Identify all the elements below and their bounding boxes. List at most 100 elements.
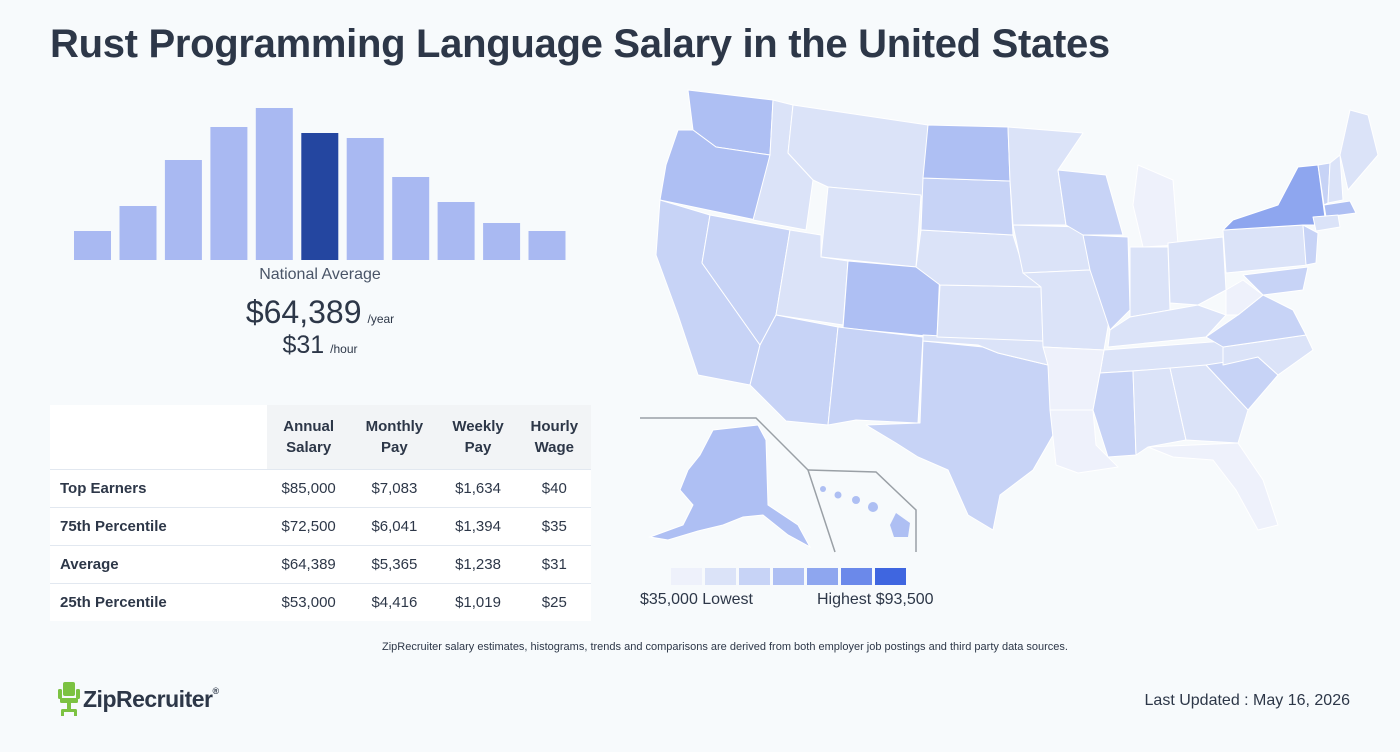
salary-histogram	[74, 108, 566, 260]
legend-high-label: Highest $93,500	[817, 591, 934, 608]
histogram-bar	[119, 206, 157, 260]
header-label: Monthly Pay	[365, 418, 424, 456]
legend-swatch	[773, 568, 804, 585]
map-legend-scale	[671, 568, 906, 585]
header-label: Annual Salary	[283, 418, 335, 456]
weekly-cell: $1,019	[438, 583, 518, 621]
state-hawaii	[820, 486, 910, 537]
histogram-bar	[255, 108, 293, 260]
annual-cell: $53,000	[267, 583, 351, 621]
histogram-bar	[346, 138, 384, 260]
header-weekly-pay: Weekly Pay	[438, 405, 518, 470]
header-label: Hourly Wage	[530, 418, 579, 456]
state-wisconsin	[1057, 169, 1124, 236]
legend-swatch	[841, 568, 872, 585]
header-annual-salary: Annual Salary	[267, 405, 351, 470]
state-maine	[1339, 109, 1379, 191]
monthly-cell: $4,416	[350, 583, 439, 621]
state-kansas	[936, 284, 1044, 342]
page-title: Rust Programming Language Salary in the …	[50, 22, 1110, 66]
header-label: Weekly Pay	[452, 418, 504, 456]
brand-name-text: ZipRecruiter	[83, 685, 213, 712]
hourly-cell: $40	[517, 469, 591, 508]
header-monthly-pay: Monthly Pay	[350, 405, 439, 470]
state-michigan	[1132, 164, 1179, 248]
state-maryland	[1242, 266, 1309, 296]
state-kentucky	[1107, 304, 1227, 348]
chair-icon	[58, 682, 80, 716]
legend-swatch	[807, 568, 838, 585]
ziprecruiter-logo[interactable]: ZipRecruiter®	[58, 682, 219, 716]
state-new-mexico	[827, 326, 924, 426]
state-wyoming	[820, 186, 922, 268]
monthly-cell: $5,365	[350, 545, 439, 584]
state-new-jersey	[1302, 224, 1319, 266]
state-alaska	[648, 424, 812, 549]
last-updated: Last Updated : May 16, 2026	[1144, 692, 1350, 709]
state-west-virginia	[1225, 279, 1264, 316]
state-florida	[1147, 442, 1279, 531]
legend-low-label: $35,000 Lowest	[640, 591, 753, 608]
hourly-cell: $35	[517, 507, 591, 546]
table-row: Top Earners $85,000 $7,083 $1,634 $40	[50, 469, 591, 508]
table-row: 25th Percentile $53,000 $4,416 $1,019 $2…	[50, 583, 591, 621]
histogram-bar	[437, 202, 475, 260]
state-mississippi	[1092, 370, 1137, 458]
hawaii-inset-border	[807, 469, 917, 552]
legend-swatch	[671, 568, 702, 585]
state-georgia	[1169, 364, 1249, 444]
header-hourly-wage: Hourly Wage	[517, 405, 591, 470]
table-row: Average $64,389 $5,365 $1,238 $31	[50, 545, 591, 584]
national-average-label: National Average	[259, 266, 381, 283]
histogram-bar	[392, 177, 430, 260]
legend-swatch	[739, 568, 770, 585]
monthly-cell: $6,041	[350, 507, 439, 546]
weekly-cell: $1,238	[438, 545, 518, 584]
registered-mark: ®	[212, 685, 219, 696]
row-label: Top Earners	[50, 469, 267, 508]
us-salary-map	[640, 89, 1379, 553]
state-indiana	[1129, 246, 1171, 318]
data-source-footnote: ZipRecruiter salary estimates, histogram…	[382, 641, 1068, 653]
hourly-unit: /hour	[330, 342, 358, 356]
national-annual-salary: $64,389/year	[70, 294, 570, 331]
national-hourly-wage: $31/hour	[70, 331, 570, 360]
legend-swatch	[705, 568, 736, 585]
annual-salary-value: $64,389	[245, 294, 362, 330]
annual-cell: $72,500	[267, 507, 351, 546]
state-pennsylvania	[1222, 224, 1309, 274]
weekly-cell: $1,634	[438, 469, 518, 508]
weekly-cell: $1,394	[438, 507, 518, 546]
brand-name: ZipRecruiter®	[83, 686, 219, 713]
state-ohio	[1167, 236, 1227, 306]
row-label: 75th Percentile	[50, 507, 267, 546]
legend-swatch	[875, 568, 906, 585]
hourly-wage-value: $31	[282, 331, 325, 359]
histogram-bar	[164, 160, 202, 260]
row-label: 25th Percentile	[50, 583, 267, 621]
histogram-bar	[210, 127, 248, 260]
histogram-bar-national-average	[301, 133, 339, 260]
salary-table: Annual Salary Monthly Pay Weekly Pay Hourly…	[50, 405, 591, 621]
state-connecticut	[1312, 214, 1341, 232]
alaska-inset-border	[640, 417, 836, 553]
state-south-dakota	[920, 177, 1014, 236]
hourly-cell: $25	[517, 583, 591, 621]
annual-unit: /year	[367, 312, 395, 326]
state-new-york	[1222, 164, 1327, 231]
table-header-row: Annual Salary Monthly Pay Weekly Pay Hourly…	[50, 405, 591, 470]
annual-cell: $64,389	[267, 545, 351, 584]
state-north-dakota	[922, 124, 1011, 182]
hourly-cell: $31	[517, 545, 591, 584]
state-alabama	[1132, 367, 1187, 456]
histogram-bar	[74, 231, 111, 260]
annual-cell: $85,000	[267, 469, 351, 508]
table-row: 75th Percentile $72,500 $6,041 $1,394 $3…	[50, 507, 591, 546]
row-label: Average	[50, 545, 267, 584]
state-new-hampshire	[1327, 154, 1344, 204]
histogram-bar	[528, 231, 566, 260]
monthly-cell: $7,083	[350, 469, 439, 508]
state-massachusetts	[1323, 200, 1357, 218]
state-illinois	[1082, 234, 1131, 331]
histogram-bar	[483, 223, 521, 260]
